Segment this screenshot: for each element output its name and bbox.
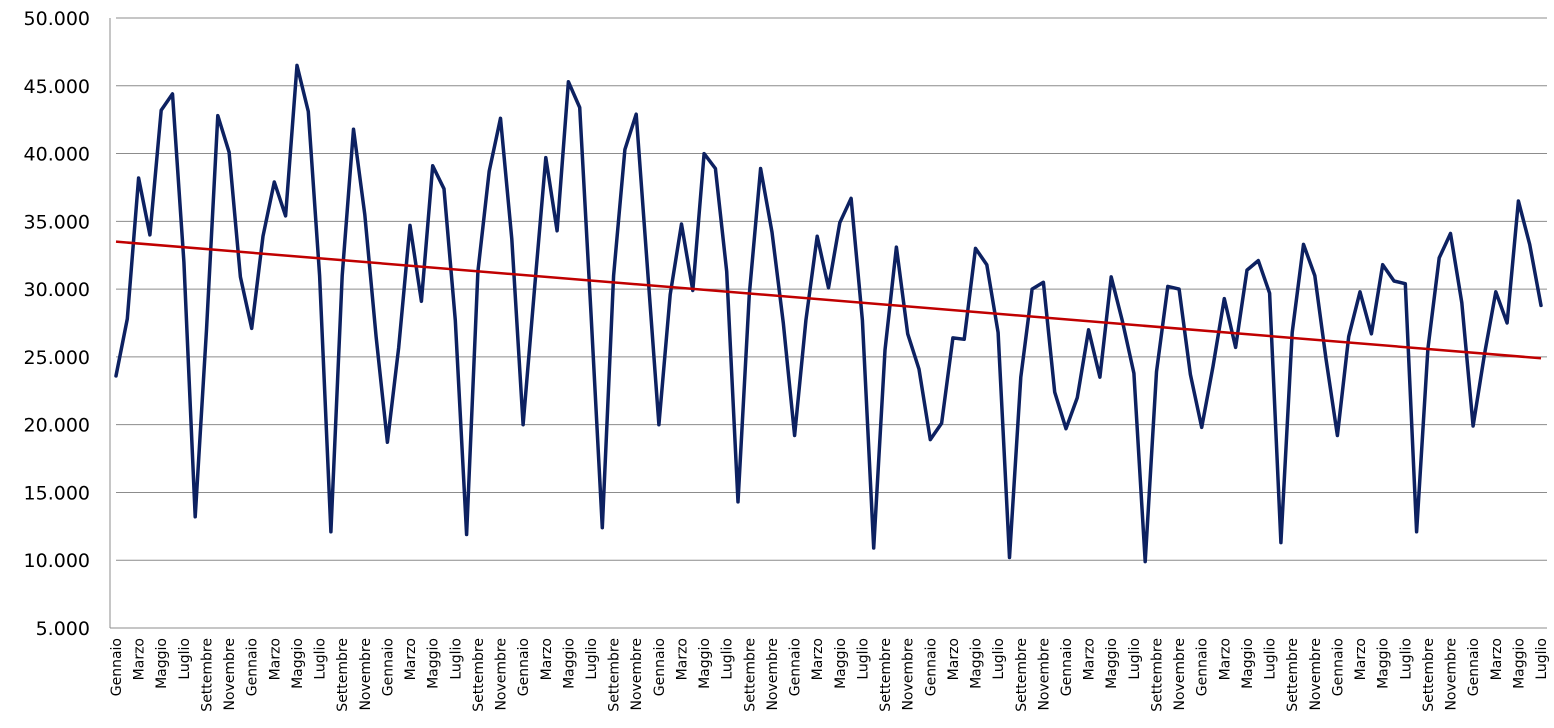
x-tick-label: Settembre (1285, 638, 1301, 712)
x-tick-label: Marzo (1217, 638, 1233, 680)
x-tick-label: Novembre (1444, 638, 1460, 711)
y-tick-label: 50.000 (24, 8, 90, 30)
x-tick-label: Marzo (1082, 638, 1098, 680)
y-tick-label: 10.000 (24, 550, 90, 572)
x-tick-label: Settembre (1014, 638, 1030, 712)
x-tick-label: Maggio (833, 638, 849, 689)
y-tick-label: 5.000 (36, 618, 90, 640)
x-tick-label: Gennaio (923, 638, 939, 696)
x-tick-label: Maggio (426, 638, 442, 689)
x-tick-label: Settembre (878, 638, 894, 712)
y-tick-label: 45.000 (24, 76, 90, 98)
x-tick-label: Marzo (539, 638, 555, 680)
x-tick-label: Luglio (1263, 638, 1279, 680)
y-tick-label: 25.000 (24, 347, 90, 369)
x-tick-label: Luglio (177, 638, 193, 680)
x-tick-label: Marzo (267, 638, 283, 680)
x-tick-label: Settembre (471, 638, 487, 712)
x-tick-label: Maggio (1376, 638, 1392, 689)
x-tick-label: Maggio (1240, 638, 1256, 689)
x-tick-label: Luglio (448, 638, 464, 680)
x-tick-label: Maggio (290, 638, 306, 689)
y-tick-label: 40.000 (24, 144, 90, 166)
x-tick-label: Novembre (1036, 638, 1052, 711)
x-tick-label: Marzo (1353, 638, 1369, 680)
series (114, 63, 1543, 564)
x-tick-label: Settembre (742, 638, 758, 712)
x-tick-label: Gennaio (1330, 638, 1346, 696)
x-tick-label: Novembre (629, 638, 645, 711)
x-tick-label: Marzo (132, 638, 148, 680)
x-tick-label: Maggio (1511, 638, 1527, 689)
x-tick-label: Gennaio (1466, 638, 1482, 696)
y-axis-ticks: 5.000 10.000 15.000 20.000 25.000 30.000 35.00… (24, 8, 90, 640)
x-tick-label: Luglio (720, 638, 736, 680)
x-tick-label: Gennaio (109, 638, 125, 696)
x-tick-label: Gennaio (1059, 638, 1075, 696)
x-tick-label: Luglio (855, 638, 871, 680)
x-tick-label: Maggio (1104, 638, 1120, 689)
series-line (114, 63, 1543, 564)
x-tick-label: Novembre (222, 638, 238, 711)
y-tick-label: 35.000 (24, 211, 90, 233)
x-tick-label: Novembre (358, 638, 374, 711)
x-tick-label: Settembre (607, 638, 623, 712)
x-tick-label: Luglio (1398, 638, 1414, 680)
x-tick-label: Marzo (674, 638, 690, 680)
x-tick-label: Luglio (1127, 638, 1143, 680)
x-tick-label: Novembre (765, 638, 781, 711)
x-tick-label: Gennaio (245, 638, 261, 696)
x-tick-label: Maggio (561, 638, 577, 689)
x-tick-label: Marzo (810, 638, 826, 680)
y-tick-label: 30.000 (24, 279, 90, 301)
gridlines (116, 17, 1547, 561)
y-tick-label: 20.000 (24, 415, 90, 437)
x-tick-label: Marzo (403, 638, 419, 680)
x-tick-label: Luglio (313, 638, 329, 680)
x-tick-label: Luglio (584, 638, 600, 680)
x-tick-label: Marzo (946, 638, 962, 680)
x-tick-label: Settembre (335, 638, 351, 712)
x-tick-label: Gennaio (788, 638, 804, 696)
x-tick-label: Maggio (697, 638, 713, 689)
x-tick-label: Gennaio (380, 638, 396, 696)
x-tick-label: Luglio (991, 638, 1007, 680)
x-tick-label: Gennaio (1195, 638, 1211, 696)
x-tick-label: Settembre (1149, 638, 1165, 712)
x-tick-label: Gennaio (652, 638, 668, 696)
x-tick-label: Novembre (1172, 638, 1188, 711)
x-tick-label: Luglio (1534, 638, 1550, 680)
trend-line (115, 240, 1542, 360)
x-tick-label: Novembre (1308, 638, 1324, 711)
y-tick-label: 15.000 (24, 482, 90, 504)
x-tick-label: Maggio (969, 638, 985, 689)
axes (109, 18, 1547, 629)
x-tick-label: Settembre (199, 638, 215, 712)
x-tick-label: Novembre (494, 638, 510, 711)
x-tick-label: Settembre (1421, 638, 1437, 712)
x-axis-ticks: Gennaio Marzo Maggio Luglio Settembre Novembr… (109, 638, 1550, 712)
x-tick-label: Gennaio (516, 638, 532, 696)
x-tick-label: Novembre (901, 638, 917, 711)
x-tick-label: Maggio (154, 638, 170, 689)
x-tick-label: Marzo (1489, 638, 1505, 680)
